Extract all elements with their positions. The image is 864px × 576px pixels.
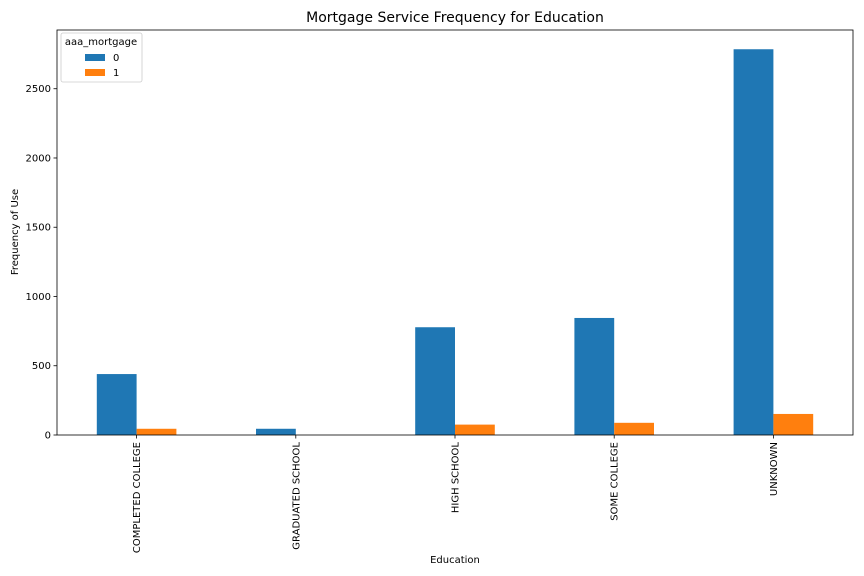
bar-series-0-1 bbox=[256, 428, 296, 435]
x-axis-ticks: COMPLETED COLLEGE GRADUATED SCHOOL HIGH SC… bbox=[132, 435, 780, 553]
bar-series-1-2 bbox=[455, 424, 495, 435]
x-tick-label: UNKNOWN bbox=[769, 442, 780, 496]
legend-label-1: 1 bbox=[113, 68, 119, 79]
y-tick-label: 2500 bbox=[26, 84, 51, 95]
bar-series-0-0 bbox=[96, 374, 137, 435]
bar-series-0-3 bbox=[574, 317, 615, 435]
bar-series-0-4 bbox=[733, 49, 774, 435]
y-axis-label: Frequency of Use bbox=[10, 189, 21, 275]
bar-series-1-0 bbox=[136, 428, 177, 435]
x-tick-label: HIGH SCHOOL bbox=[451, 442, 462, 514]
bar-series-1-3 bbox=[614, 422, 654, 435]
x-tick-label: COMPLETED COLLEGE bbox=[132, 442, 143, 553]
legend-label-0: 0 bbox=[113, 53, 119, 64]
y-tick-label: 500 bbox=[32, 361, 51, 372]
bar-series-0-2 bbox=[415, 327, 455, 435]
legend-swatch-1 bbox=[85, 69, 105, 76]
plot-frame bbox=[56, 29, 854, 436]
y-tick-label: 0 bbox=[45, 431, 51, 442]
y-tick-label: 1500 bbox=[26, 223, 51, 234]
legend-title: aaa_mortgage bbox=[65, 37, 137, 48]
y-tick-label: 1000 bbox=[26, 292, 51, 303]
legend-swatch-0 bbox=[85, 54, 105, 61]
y-tick-label: 2000 bbox=[26, 153, 51, 164]
legend: aaa_mortgage 0 1 bbox=[60, 32, 143, 83]
x-axis-label: Education bbox=[430, 555, 480, 566]
bar-series-1-4 bbox=[773, 413, 814, 435]
chart-title: Mortgage Service Frequency for Education bbox=[306, 10, 604, 26]
bars-group bbox=[96, 49, 814, 435]
x-tick-label: SOME COLLEGE bbox=[610, 442, 621, 521]
x-tick-label: GRADUATED SCHOOL bbox=[291, 442, 302, 550]
y-axis-ticks: 0 500 1000 1500 2000 2500 bbox=[26, 84, 57, 442]
